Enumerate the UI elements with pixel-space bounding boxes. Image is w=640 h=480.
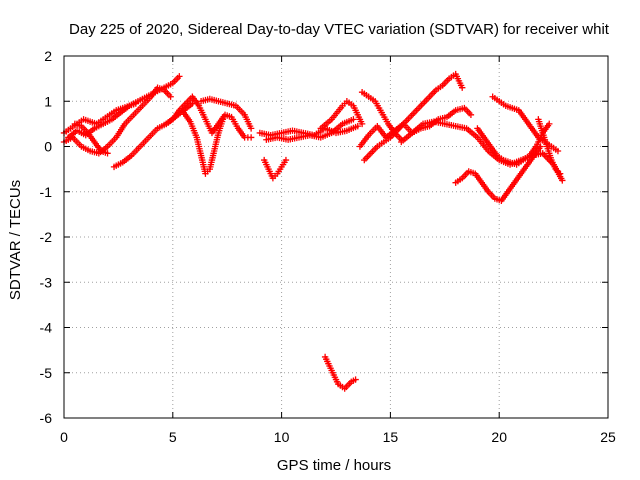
y-tick-label: -3 <box>40 274 53 290</box>
series-arc-9 <box>260 156 290 182</box>
x-tick-label: 20 <box>491 429 507 445</box>
x-axis-label: GPS time / hours <box>277 457 391 474</box>
data-point <box>459 84 466 91</box>
series-arc-3 <box>65 73 183 141</box>
y-tick-label: 2 <box>44 48 52 64</box>
series-arc-11 <box>263 116 357 143</box>
x-tick-label: 5 <box>169 429 177 445</box>
series-arc-18 <box>452 143 544 204</box>
y-tick-label: -4 <box>40 320 53 336</box>
y-tick-label: -5 <box>40 365 53 381</box>
x-tick-label: 10 <box>274 429 290 445</box>
series-arc-7 <box>180 109 227 177</box>
data-point <box>467 111 475 119</box>
data-point <box>358 120 366 128</box>
data-point <box>546 120 553 128</box>
data-point <box>352 376 359 383</box>
data-point <box>167 93 174 100</box>
series-arc-5 <box>110 100 196 171</box>
data-point <box>282 156 290 164</box>
series-arc-13 <box>321 353 359 392</box>
data-point <box>350 116 357 123</box>
y-tick-label: -6 <box>40 410 53 426</box>
x-tick-label: 25 <box>600 429 616 445</box>
x-tick-label: 15 <box>383 429 399 445</box>
series-arc-4 <box>71 120 111 157</box>
chart-title: Day 225 of 2020, Sidereal Day-to-day VTE… <box>69 21 610 38</box>
series-arc-12 <box>317 98 366 132</box>
data-point <box>176 73 183 80</box>
tick-layer: 0 5 10 15 20 25 -6 -5 -4 -3 -2 -1 0 1 2 <box>40 48 616 445</box>
grid-layer <box>64 56 608 418</box>
data-point <box>354 122 361 130</box>
y-axis-label: SDTVAR / TECUs <box>7 180 24 300</box>
series-arc-6 <box>163 93 255 141</box>
y-tick-label: 0 <box>44 139 52 155</box>
data-series-layer <box>60 70 566 392</box>
data-point <box>219 116 227 123</box>
data-point <box>556 170 564 177</box>
y-tick-label: -1 <box>40 184 53 200</box>
data-point <box>247 134 255 141</box>
x-tick-label: 0 <box>60 429 68 445</box>
series-arc-21 <box>535 116 564 177</box>
y-tick-label: 1 <box>44 93 52 109</box>
data-point <box>559 177 566 184</box>
data-point <box>247 125 255 132</box>
data-point <box>104 150 111 157</box>
data-point <box>554 147 562 155</box>
plot-frame <box>63 55 609 419</box>
y-tick-label: -2 <box>40 229 53 245</box>
series-arc-16 <box>358 89 405 143</box>
series-arc-8 <box>197 95 255 132</box>
